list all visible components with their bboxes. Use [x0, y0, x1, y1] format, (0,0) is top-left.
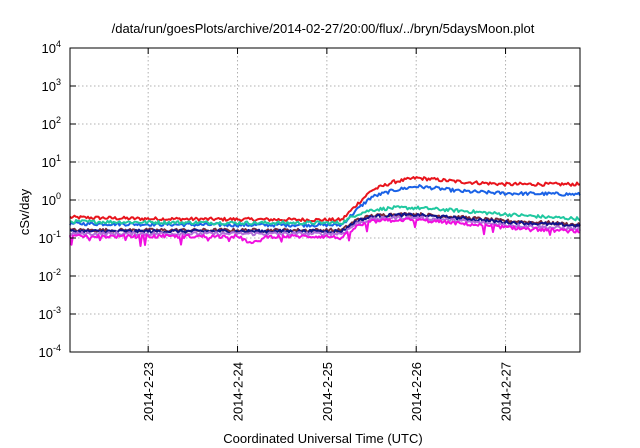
grid [70, 48, 580, 352]
y-tick-label: 101 [42, 153, 61, 170]
series-line-1 [69, 176, 581, 223]
y-tick-label: 10-3 [39, 305, 61, 322]
x-tick-label: 2014-2-25 [320, 362, 335, 421]
y-tick-label: 104 [42, 39, 61, 56]
x-tick-label: 2014-2-24 [231, 362, 246, 421]
y-axis: 10-4 10-3 10-2 10-1 100 101 102 103 104 [39, 39, 580, 360]
x-tick-label: 2014-2-26 [409, 362, 424, 421]
y-tick-label: 10-4 [39, 343, 61, 360]
series-group [69, 176, 581, 247]
y-tick-label: 100 [42, 191, 61, 208]
series-line-7 [69, 217, 581, 247]
chart-title: /data/run/goesPlots/archive/2014-02-27/2… [112, 21, 535, 36]
x-tick-label: 2014-2-27 [499, 362, 514, 421]
y-axis-label: cSv/day [17, 188, 32, 235]
y-tick-label: 102 [42, 115, 61, 132]
y-tick-label: 103 [42, 77, 61, 94]
x-axis-label: Coordinated Universal Time (UTC) [223, 431, 422, 446]
x-axis: 2014-2-23 2014-2-24 2014-2-25 2014-2-26 2014… [141, 48, 514, 421]
series-line-3 [69, 205, 581, 226]
y-tick-label: 10-2 [39, 267, 61, 284]
y-tick-label: 10-1 [39, 229, 61, 246]
x-tick-label: 2014-2-23 [141, 362, 156, 421]
